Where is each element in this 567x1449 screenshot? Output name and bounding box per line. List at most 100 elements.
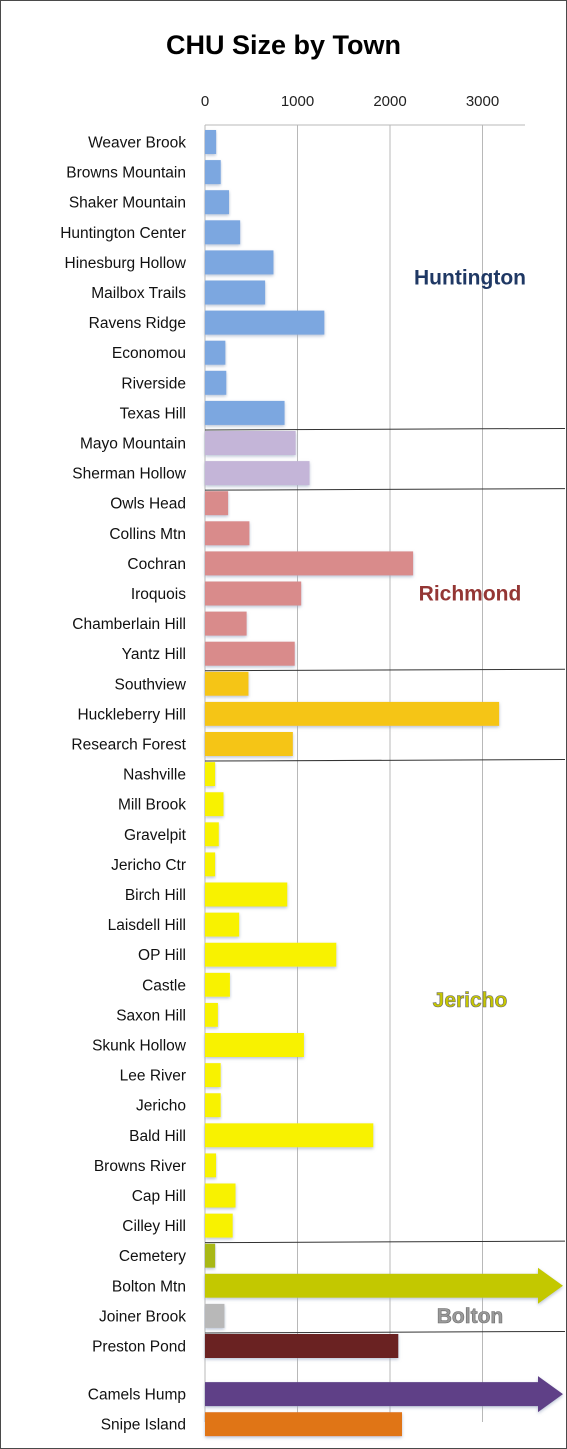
bar-yantz-hill — [205, 641, 295, 666]
category-label: Cochran — [127, 556, 186, 573]
chart-title: CHU Size by Town — [165, 30, 401, 60]
bar-shaker-mountain — [205, 190, 230, 215]
category-label: Jericho — [136, 1098, 186, 1115]
category-label: Jericho Ctr — [111, 857, 186, 874]
group-separator — [204, 488, 566, 491]
bar-saxon-hill — [205, 1002, 218, 1027]
town-label-jericho: Jericho — [433, 989, 508, 1012]
bar-collins-mtn — [205, 521, 250, 546]
category-label: Preston Pond — [92, 1339, 186, 1356]
x-tick-labels: 0 1000 2000 3000 — [201, 93, 499, 110]
bar-snipe-island — [205, 1412, 403, 1437]
category-label: Hinesburg Hollow — [65, 255, 187, 272]
bar-weaver-brook — [205, 130, 217, 154]
category-label: Skunk Hollow — [92, 1038, 187, 1055]
category-label: Owls Head — [110, 496, 186, 513]
category-label: Texas Hill — [120, 405, 186, 422]
category-label: Bald Hill — [129, 1128, 186, 1145]
x-tick-label: 2000 — [373, 93, 406, 110]
bar-riverside — [205, 370, 227, 395]
bar-jericho — [205, 1093, 221, 1118]
category-label: Cap Hill — [132, 1188, 186, 1205]
category-label: Mailbox Trails — [91, 285, 186, 302]
bar-research-forest — [205, 732, 293, 756]
bar-texas-hill — [205, 400, 285, 425]
bar-camels-hump — [205, 1376, 563, 1413]
category-label: Ravens Ridge — [89, 315, 186, 332]
category-label: OP Hill — [138, 947, 186, 964]
bar-chamberlain-hill — [205, 611, 247, 636]
group-separator — [204, 1330, 566, 1334]
category-label: Gravelpit — [124, 827, 187, 844]
bar-hinesburg-hollow — [205, 250, 274, 275]
bar-economou — [205, 340, 226, 365]
category-label: Economou — [112, 345, 186, 362]
bar-owls-head — [205, 491, 229, 516]
category-label: Riverside — [121, 375, 186, 392]
bar-laisdell-hill — [205, 912, 240, 937]
group-separator — [204, 1240, 566, 1244]
bar-lee-river — [205, 1063, 221, 1088]
x-tick-label: 3000 — [466, 93, 499, 110]
category-label: Huntington Center — [60, 225, 186, 242]
category-label: Castle — [142, 977, 186, 994]
town-label-huntington: Huntington — [414, 266, 526, 289]
bar-cemetery — [205, 1243, 216, 1268]
bar-layer — [205, 130, 563, 1437]
bar-mill-brook — [205, 792, 224, 817]
category-label: Sherman Hollow — [72, 466, 187, 483]
bar-skunk-hollow — [205, 1033, 304, 1057]
category-label: Browns River — [94, 1158, 186, 1175]
group-separators — [204, 427, 566, 1334]
bar-ravens-ridge — [205, 310, 325, 335]
category-label: Weaver Brook — [88, 135, 186, 152]
town-label-bolton: Bolton — [437, 1305, 503, 1328]
bar-joiner-brook — [205, 1303, 225, 1328]
group-separator — [204, 427, 566, 431]
bar-bolton-mtn — [205, 1267, 563, 1304]
bar-op-hill — [205, 942, 337, 967]
category-label: Iroquois — [131, 586, 186, 603]
bar-preston-pond — [205, 1334, 399, 1358]
bar-nashville — [205, 762, 216, 787]
x-tick-label: 0 — [201, 93, 209, 110]
category-label: Research Forest — [71, 737, 186, 754]
category-label: Bolton Mtn — [112, 1278, 186, 1295]
category-label: Collins Mtn — [109, 526, 186, 543]
category-label: Lee River — [120, 1068, 186, 1085]
bar-huckleberry-hill — [205, 701, 500, 726]
category-label: Saxon Hill — [116, 1007, 186, 1024]
category-label: Browns Mountain — [66, 165, 186, 182]
category-label: Cemetery — [119, 1248, 186, 1265]
bar-browns-river — [205, 1153, 217, 1178]
category-label: Mill Brook — [118, 797, 186, 814]
category-label: Southview — [114, 676, 186, 693]
group-separator — [204, 668, 566, 672]
bar-birch-hill — [205, 882, 288, 907]
bar-jericho-ctr — [205, 852, 216, 877]
group-separator — [204, 759, 566, 762]
category-label: Yantz Hill — [122, 646, 186, 663]
bar-sherman-hollow — [205, 461, 310, 486]
category-label: Snipe Island — [101, 1417, 186, 1434]
bar-gravelpit — [205, 822, 219, 847]
bar-cochran — [205, 551, 414, 576]
category-label: Camels Hump — [88, 1387, 186, 1404]
bar-cap-hill — [205, 1183, 236, 1208]
bar-huntington-center — [205, 220, 241, 245]
category-labels: Weaver Brook Browns Mountain Shaker Mounta… — [60, 135, 187, 1434]
bar-bald-hill — [205, 1123, 374, 1148]
category-label: Chamberlain Hill — [72, 616, 186, 633]
category-label: Joiner Brook — [99, 1308, 186, 1325]
category-label: Cilley Hill — [122, 1218, 186, 1235]
bar-iroquois — [205, 581, 302, 606]
bar-mailbox-trails — [205, 280, 266, 305]
bar-browns-mountain — [205, 160, 221, 185]
category-label: Mayo Mountain — [80, 436, 186, 453]
category-label: Laisdell Hill — [108, 917, 186, 934]
category-label: Birch Hill — [125, 887, 186, 904]
bar-mayo-mountain — [205, 431, 296, 455]
bar-cilley-hill — [205, 1213, 233, 1238]
town-labels: Huntington Richmond Jericho Bolton — [414, 266, 526, 1328]
